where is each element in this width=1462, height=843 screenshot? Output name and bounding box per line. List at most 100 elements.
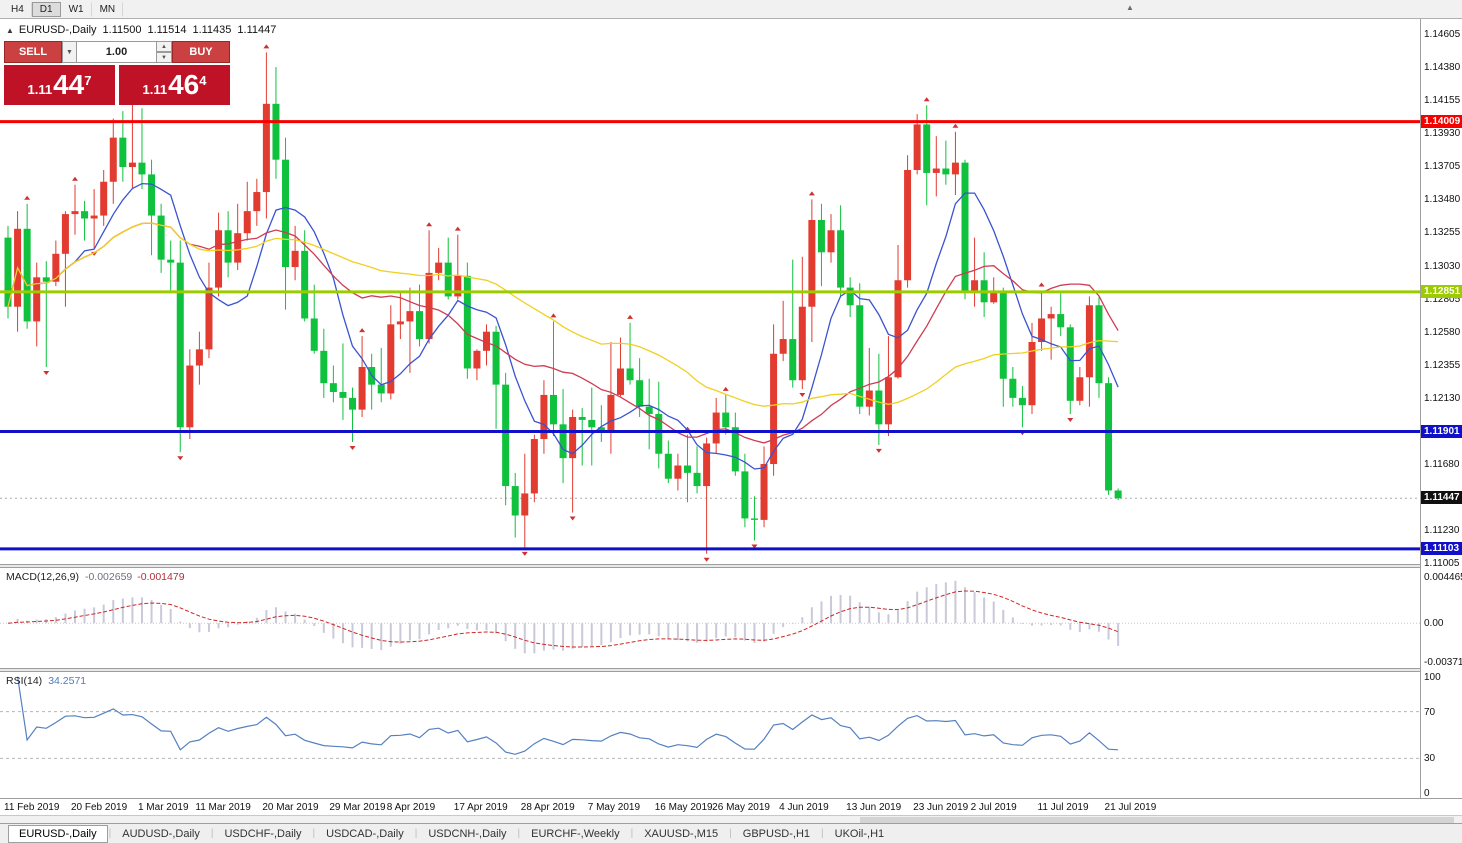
date-label: 28 Apr 2019 <box>520 802 575 813</box>
date-label: 26 May 2019 <box>712 802 770 813</box>
horizontal-scrollbar[interactable] <box>0 815 1462 823</box>
rsi-tick-label: 100 <box>1424 671 1441 683</box>
timeframe-button-d1[interactable]: D1 <box>31 1 61 17</box>
price-tick-label: 1.14155 <box>1424 95 1461 107</box>
chart-tab[interactable]: GBPUSD-,H1 <box>742 827 811 840</box>
price-tick-label: 1.12580 <box>1424 326 1461 338</box>
chart-shift-marker-icon[interactable]: ▲ <box>1126 3 1134 12</box>
price-tick-label: 1.12355 <box>1424 359 1461 371</box>
macd-tick-label: -0.003715 <box>1424 656 1462 668</box>
chart-tab-bar: EURUSD-,Daily | AUDUSD-,Daily | USDCHF-,Dail… <box>0 823 1462 843</box>
date-label: 13 Jun 2019 <box>846 802 902 813</box>
price-chart-canvas[interactable] <box>0 19 1420 564</box>
macd-tick-label: 0.004465 <box>1424 571 1462 583</box>
rsi-canvas[interactable] <box>0 672 1420 798</box>
sell-price-small: 1.11 <box>27 82 53 97</box>
macd-canvas[interactable] <box>0 568 1420 668</box>
macd-tick-label: 0.00 <box>1424 618 1444 630</box>
timeframe-buttons: H4 D1 W1 MN <box>0 0 124 18</box>
timeframe-button-w1[interactable]: W1 <box>61 1 92 17</box>
trade-controls-row: SELL ▼ ▲ ▼ BUY <box>4 41 230 63</box>
price-tick-label: 1.13030 <box>1424 260 1461 272</box>
price-tick-label: 1.12130 <box>1424 392 1461 404</box>
timeframe-button-h4[interactable]: H4 <box>3 1 32 17</box>
trade-prices-row: 1.11 44 7 1.11 46 4 <box>4 65 230 105</box>
date-label: 17 Apr 2019 <box>453 802 508 813</box>
horizontal-scrollbar-thumb[interactable] <box>860 817 1454 823</box>
price-tick-label: 1.13705 <box>1424 161 1461 173</box>
date-label: 1 Mar 2019 <box>137 802 189 813</box>
date-label: 11 Mar 2019 <box>195 802 251 813</box>
chart-tab[interactable]: USDCNH-,Daily <box>428 827 507 840</box>
volume-dropdown-button[interactable]: ▼ <box>62 41 77 63</box>
tab-separator: | <box>312 828 316 839</box>
rsi-tick-label: 70 <box>1424 706 1436 718</box>
price-tick-label: 1.13930 <box>1424 128 1461 140</box>
sell-price-display[interactable]: 1.11 44 7 <box>4 65 115 105</box>
price-tick-label: 1.14380 <box>1424 62 1461 74</box>
date-label: 2 Jul 2019 <box>970 802 1017 813</box>
date-label: 16 May 2019 <box>654 802 713 813</box>
price-level-badge: 1.12851 <box>1421 284 1462 298</box>
price-tick-label: 1.11680 <box>1424 459 1460 471</box>
rsi-tick-label: 30 <box>1424 753 1436 765</box>
price-level-badge: 1.11901 <box>1421 424 1462 438</box>
date-label: 20 Mar 2019 <box>262 802 319 813</box>
chart-tab[interactable]: USDCHF-,Daily <box>224 827 302 840</box>
panel-splitter[interactable] <box>0 564 1462 568</box>
timeframe-button-mn[interactable]: MN <box>92 1 124 17</box>
price-level-badge: 1.14009 <box>1421 114 1462 128</box>
buy-button[interactable]: BUY <box>172 41 230 63</box>
buy-price-big: 46 <box>168 69 200 100</box>
axis-separator <box>1420 19 1421 815</box>
current-price-badge: 1.11447 <box>1421 491 1462 505</box>
chart-tab[interactable]: UKOil-,H1 <box>834 827 885 840</box>
price-level-badge: 1.11103 <box>1421 541 1462 555</box>
chart-tab[interactable]: EURCHF-,Weekly <box>531 827 620 840</box>
date-label: 11 Jul 2019 <box>1037 802 1089 813</box>
date-label: 29 Mar 2019 <box>329 802 386 813</box>
date-label: 8 Apr 2019 <box>386 802 436 813</box>
chart-tab[interactable]: EURUSD-,Daily <box>8 824 108 843</box>
tab-separator: | <box>108 828 112 839</box>
date-label: 4 Jun 2019 <box>779 802 829 813</box>
volume-decrease-button[interactable]: ▼ <box>157 52 172 63</box>
price-tick-label: 1.11005 <box>1424 558 1460 570</box>
buy-price-display[interactable]: 1.11 46 4 <box>119 65 230 105</box>
tab-separator: | <box>517 828 521 839</box>
time-axis[interactable]: 11 Feb 2019 20 Feb 2019 1 Mar 2019 11 Mar 2… <box>0 798 1462 815</box>
buy-price-small: 1.11 <box>142 82 168 97</box>
rsi-tick-label: 0 <box>1424 788 1430 800</box>
price-tick-label: 1.13255 <box>1424 227 1461 239</box>
volume-input[interactable] <box>77 41 157 63</box>
volume-increase-button[interactable]: ▲ <box>157 41 172 52</box>
price-tick-label: 1.13480 <box>1424 194 1461 206</box>
date-label: 11 Feb 2019 <box>4 802 60 813</box>
date-label: 21 Jul 2019 <box>1104 802 1157 813</box>
toolbar: H4 D1 W1 MN <box>0 0 1462 19</box>
date-label: 7 May 2019 <box>587 802 641 813</box>
sell-button[interactable]: SELL <box>4 41 62 63</box>
chart-tab[interactable]: XAUUSD-,M15 <box>644 827 719 840</box>
tab-separator: | <box>821 828 824 839</box>
volume-control: ▼ ▲ ▼ <box>62 41 172 63</box>
tab-separator: | <box>414 828 418 839</box>
tab-separator: | <box>630 828 634 839</box>
price-tick-label: 1.11230 <box>1424 525 1460 537</box>
price-axis[interactable]: 1.14605 1.14380 1.14155 1.13930 1.13705 1.134… <box>1421 19 1462 815</box>
price-tick-label: 1.14605 <box>1424 28 1461 40</box>
volume-spinner: ▲ ▼ <box>157 41 172 63</box>
date-label: 23 Jun 2019 <box>913 802 969 813</box>
sell-price-big: 44 <box>53 69 85 100</box>
tab-separator: | <box>729 828 732 839</box>
buy-price-sup: 4 <box>199 73 207 88</box>
panel-splitter[interactable] <box>0 668 1462 672</box>
chart-tab[interactable]: USDCAD-,Daily <box>326 827 404 840</box>
chart-tab[interactable]: AUDUSD-,Daily <box>122 827 200 840</box>
sell-price-sup: 7 <box>84 73 92 88</box>
date-label: 20 Feb 2019 <box>70 802 128 813</box>
price-tick-label: 1.12805 <box>1424 293 1461 305</box>
tab-separator: | <box>210 828 214 839</box>
